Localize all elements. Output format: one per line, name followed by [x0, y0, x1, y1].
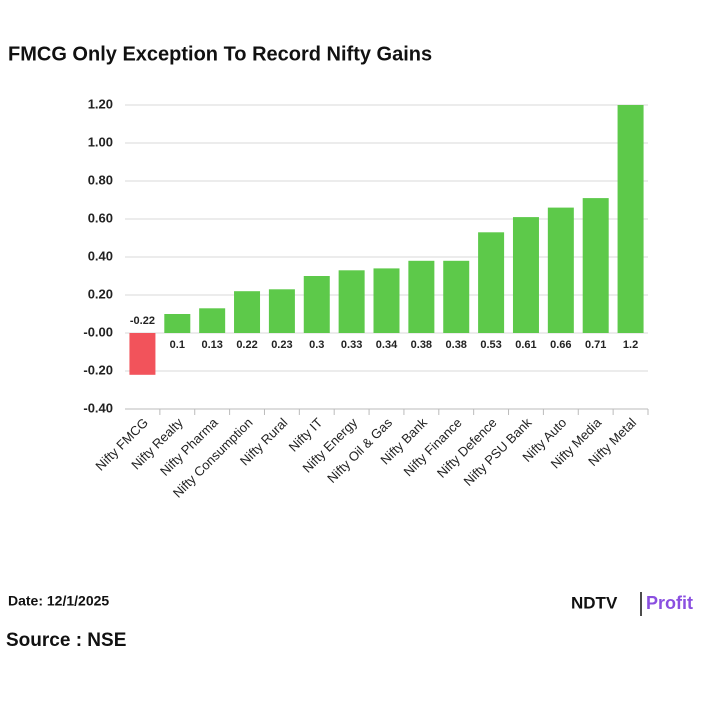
y-tick-label: -0.40: [83, 400, 113, 415]
value-label: -0.22: [130, 315, 155, 327]
y-tick-label: -0.00: [83, 324, 113, 339]
bar: [443, 260, 470, 333]
brand-logo-suffix: Profit: [646, 593, 693, 613]
value-label: 0.71: [585, 339, 606, 351]
value-label: 0.34: [376, 339, 398, 351]
value-label: 1.2: [623, 339, 638, 351]
y-tick-label: 1.20: [88, 96, 113, 111]
value-label: 0.66: [550, 339, 571, 351]
y-tick-label: 0.80: [88, 172, 113, 187]
bar: [234, 291, 261, 333]
bar: [373, 268, 400, 333]
brand-logo: NDTV: [571, 593, 618, 612]
bar: [512, 217, 539, 333]
bar: [338, 270, 365, 333]
y-tick-label: 0.20: [88, 286, 113, 301]
bar: [582, 198, 609, 333]
value-label: 0.38: [446, 339, 467, 351]
bar: [303, 276, 330, 333]
bar: [268, 289, 295, 333]
value-label: 0.13: [201, 339, 222, 351]
bar: [408, 260, 435, 333]
bar: [478, 232, 505, 333]
value-label: 0.33: [341, 339, 362, 351]
value-label: 0.38: [411, 339, 432, 351]
date: Date: 12/1/2025: [8, 593, 109, 609]
bar: [617, 105, 644, 333]
y-tick-label: 0.60: [88, 210, 113, 225]
value-label: 0.23: [271, 339, 292, 351]
y-tick-label: 1.00: [88, 134, 113, 149]
value-label: 0.3: [309, 339, 324, 351]
source: Source : NSE: [6, 630, 126, 651]
bar: [164, 314, 191, 333]
bar: [547, 207, 574, 333]
y-tick-label: -0.20: [83, 362, 113, 377]
value-label: 0.1: [170, 339, 185, 351]
chart-title: FMCG Only Exception To Record Nifty Gain…: [8, 43, 432, 65]
value-label: 0.53: [480, 339, 501, 351]
value-label: 0.61: [515, 339, 536, 351]
bar: [199, 308, 226, 333]
value-label: 0.22: [236, 339, 257, 351]
y-tick-label: 0.40: [88, 248, 113, 263]
bar: [129, 333, 156, 375]
